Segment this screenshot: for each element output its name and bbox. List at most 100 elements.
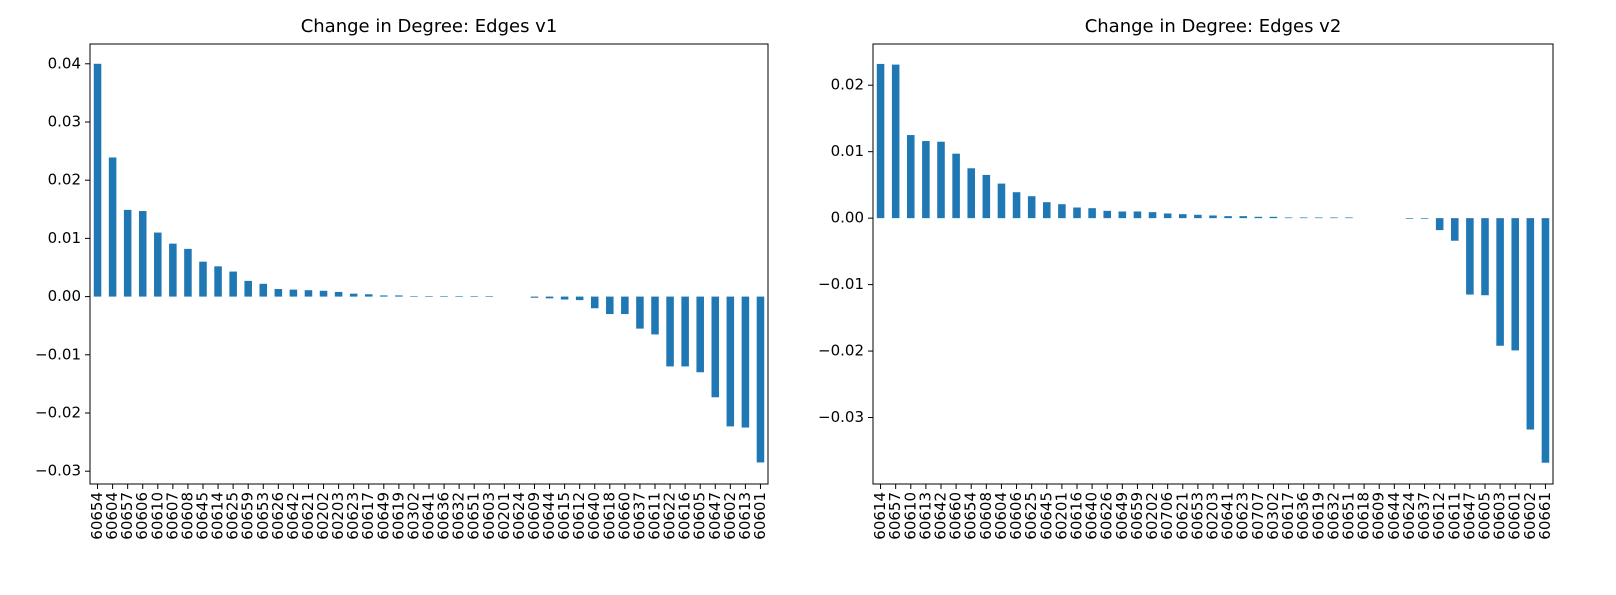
bar (289, 289, 298, 297)
bar (891, 64, 900, 219)
x-tick-label: 60614 (209, 492, 227, 540)
bar (1163, 213, 1172, 219)
x-tick-label: 60649 (374, 492, 392, 540)
bar (1466, 218, 1474, 295)
x-tick-label: 60608 (178, 492, 196, 540)
x-tick-label: 60640 (1083, 492, 1101, 540)
bar (1420, 218, 1429, 219)
bar (937, 141, 945, 219)
bar (590, 296, 599, 309)
bar (349, 293, 358, 297)
x-tick-label: 60601 (751, 492, 769, 540)
y-tick-label: −0.01 (35, 345, 81, 363)
x-tick-label: 60613 (736, 492, 754, 540)
bar (696, 296, 704, 373)
bar (1330, 217, 1338, 219)
x-tick-label: 60610 (901, 492, 919, 540)
x-tick-label: 60609 (1370, 492, 1388, 540)
x-tick-label: 60636 (435, 492, 453, 540)
bar (380, 295, 388, 297)
x-tick-label: 60644 (1385, 492, 1403, 540)
x-tick-label: 60632 (1324, 492, 1342, 540)
bar (1541, 218, 1550, 463)
y-tick-label: 0.00 (831, 209, 864, 227)
y-tick-label: −0.01 (818, 275, 864, 293)
y-tick-label: 0.04 (48, 54, 81, 72)
x-tick-label: 60706 (1158, 492, 1176, 540)
x-tick-label: 60651 (1340, 492, 1358, 540)
bar (1481, 218, 1489, 296)
bar (93, 63, 102, 297)
bar (199, 261, 207, 297)
bar (229, 271, 237, 297)
x-tick-label: 60601 (1506, 492, 1524, 540)
bar (410, 296, 418, 297)
x-tick-label: 60654 (962, 492, 980, 540)
bar (1405, 218, 1414, 219)
bar (997, 183, 1006, 219)
x-tick-label: 60203 (1204, 492, 1222, 540)
bar (1269, 216, 1278, 219)
bar (545, 296, 554, 299)
bar (1284, 217, 1293, 219)
bar (1299, 217, 1308, 219)
x-tick-label: 60614 (871, 492, 889, 540)
bar (108, 157, 117, 297)
y-tick-label: −0.02 (818, 342, 864, 360)
x-tick-label: 60612 (570, 492, 588, 540)
bar (1315, 217, 1323, 219)
x-tick-label: 60625 (224, 492, 242, 540)
bar (1239, 216, 1247, 219)
bar (319, 290, 328, 297)
x-tick-label: 60625 (1022, 492, 1040, 540)
bar (244, 280, 252, 297)
bar (711, 296, 720, 398)
bar (274, 289, 283, 297)
x-tick-label: 60632 (450, 492, 468, 540)
x-tick-label: 60609 (525, 492, 543, 540)
bar (1148, 212, 1157, 219)
x-tick-label: 60611 (1445, 492, 1463, 540)
bar (169, 243, 177, 297)
x-tick-label: 60660 (947, 492, 965, 540)
x-tick-label: 60624 (510, 492, 528, 540)
x-tick-label: 60641 (1219, 492, 1237, 540)
x-tick-label: 60637 (630, 492, 648, 540)
bar (154, 232, 162, 297)
bar (1496, 218, 1504, 346)
x-tick-label: 60606 (133, 492, 151, 540)
x-tick-label: 60641 (420, 492, 438, 540)
y-tick-label: −0.03 (818, 408, 864, 426)
bar (123, 209, 132, 297)
x-tick-label: 60202 (314, 492, 332, 540)
bar (1073, 207, 1081, 219)
x-tick-label: 60203 (329, 492, 347, 540)
x-tick-label: 60616 (1068, 492, 1086, 540)
x-tick-label: 60626 (269, 492, 287, 540)
x-tick-label: 60649 (1113, 492, 1131, 540)
x-tick-label: 60605 (1476, 492, 1494, 540)
bar (1435, 218, 1444, 231)
bar (967, 168, 975, 219)
x-tick-label: 60653 (254, 492, 272, 540)
x-tick-label: 60602 (721, 492, 739, 540)
y-tick-label: 0.01 (48, 229, 81, 247)
bar (1345, 217, 1353, 219)
chart-title: Change in Degree: Edges v2 (1085, 16, 1342, 37)
x-tick-label: 60619 (1309, 492, 1327, 540)
bar (425, 296, 433, 297)
bar (982, 174, 991, 219)
x-tick-label: 60636 (1294, 492, 1312, 540)
x-tick-label: 60202 (1143, 492, 1161, 540)
bar (952, 153, 960, 219)
x-tick-label: 60657 (118, 492, 136, 540)
x-tick-label: 60604 (103, 492, 121, 540)
bar (1103, 210, 1111, 219)
x-tick-label: 60603 (480, 492, 498, 540)
x-tick-label: 60201 (495, 492, 513, 540)
x-tick-label: 60619 (389, 492, 407, 540)
bar (756, 296, 765, 463)
bar (907, 135, 915, 219)
x-tick-label: 60617 (359, 492, 377, 540)
x-tick-label: 60707 (1249, 492, 1267, 540)
